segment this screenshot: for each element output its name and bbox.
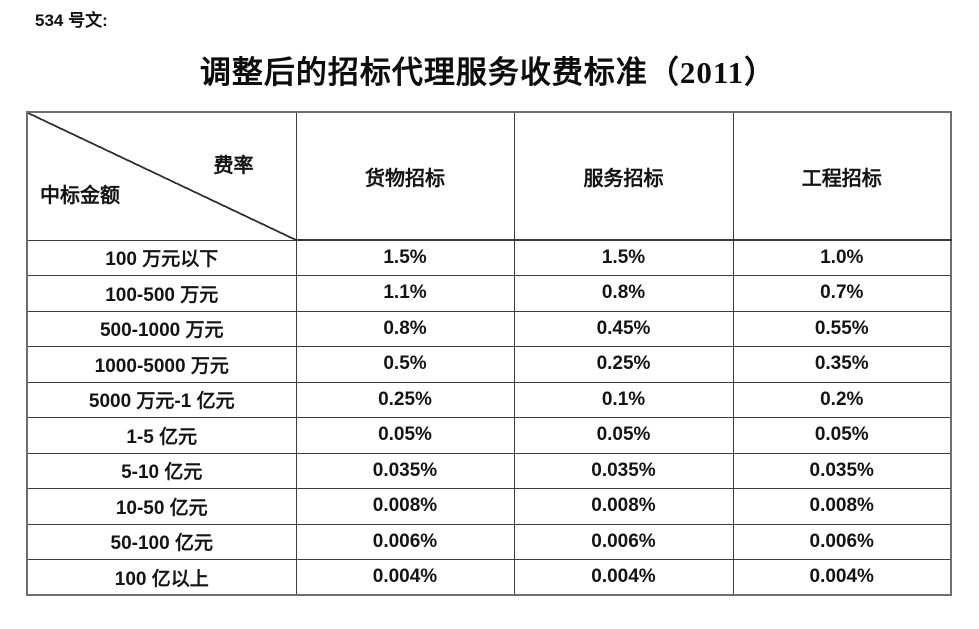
table-header-row: 费率 中标金额 货物招标 服务招标 工程招标 xyxy=(26,111,952,241)
column-header-goods: 货物招标 xyxy=(295,111,515,241)
cell-value: 0.006% xyxy=(295,523,515,560)
cell-value: 0.5% xyxy=(295,346,515,383)
cell-value: 0.8% xyxy=(295,310,515,347)
cell-value: 0.05% xyxy=(732,417,952,454)
row-label: 100 亿以上 xyxy=(26,559,297,596)
document-number-label: 534 号文: xyxy=(35,11,108,30)
cell-value: 1.5% xyxy=(295,239,515,276)
table-row: 100 亿以上 0.004% 0.004% 0.004% xyxy=(26,559,952,596)
table-row: 100 万元以下 1.5% 1.5% 1.0% xyxy=(26,239,952,276)
row-label: 1-5 亿元 xyxy=(26,417,297,454)
cell-value: 0.004% xyxy=(295,559,515,596)
diagonal-header-cell: 费率 中标金额 xyxy=(26,111,297,241)
cell-value: 0.004% xyxy=(732,559,952,596)
cell-value: 1.0% xyxy=(732,239,952,276)
cell-value: 0.7% xyxy=(732,275,952,312)
table-row: 5000 万元-1 亿元 0.25% 0.1% 0.2% xyxy=(26,381,952,418)
corner-label-amount: 中标金额 xyxy=(40,184,120,207)
cell-value: 0.008% xyxy=(732,488,952,525)
cell-value: 0.35% xyxy=(732,346,952,383)
table-row: 5-10 亿元 0.035% 0.035% 0.035% xyxy=(26,452,952,489)
row-label: 1000-5000 万元 xyxy=(26,346,297,383)
cell-value: 0.008% xyxy=(513,488,734,525)
cell-value: 0.008% xyxy=(295,488,515,525)
cell-value: 1.5% xyxy=(513,239,734,276)
table-row: 100-500 万元 1.1% 0.8% 0.7% xyxy=(26,275,952,312)
row-label: 500-1000 万元 xyxy=(26,310,297,347)
table-row: 10-50 亿元 0.008% 0.008% 0.008% xyxy=(26,488,952,525)
cell-value: 1.1% xyxy=(295,275,515,312)
cell-value: 0.035% xyxy=(295,452,515,489)
row-label: 50-100 亿元 xyxy=(26,523,297,560)
cell-value: 0.05% xyxy=(295,417,515,454)
cell-value: 0.2% xyxy=(732,381,952,418)
cell-value: 0.45% xyxy=(513,310,734,347)
cell-value: 0.004% xyxy=(513,559,734,596)
cell-value: 0.05% xyxy=(513,417,734,454)
table-row: 1000-5000 万元 0.5% 0.25% 0.35% xyxy=(26,346,952,383)
cell-value: 0.25% xyxy=(513,346,734,383)
cell-value: 0.25% xyxy=(295,381,515,418)
row-label: 5-10 亿元 xyxy=(26,452,297,489)
row-label: 10-50 亿元 xyxy=(26,488,297,525)
row-label: 100 万元以下 xyxy=(26,239,297,276)
cell-value: 0.006% xyxy=(732,523,952,560)
cell-value: 0.006% xyxy=(513,523,734,560)
table-row: 50-100 亿元 0.006% 0.006% 0.006% xyxy=(26,523,952,560)
page-title: 调整后的招标代理服务收费标准（2011） xyxy=(199,55,777,90)
corner-label-rate: 费率 xyxy=(213,155,254,177)
table-row: 500-1000 万元 0.8% 0.45% 0.55% xyxy=(26,310,952,347)
fee-rate-table: 费率 中标金额 货物招标 服务招标 工程招标 100 万元以下 1.5% 1.5… xyxy=(26,111,952,596)
cell-value: 0.8% xyxy=(513,275,734,312)
row-label: 100-500 万元 xyxy=(26,275,297,312)
cell-value: 0.035% xyxy=(732,452,952,489)
cell-value: 0.035% xyxy=(513,452,734,489)
column-header-engineering: 工程招标 xyxy=(732,111,952,241)
cell-value: 0.1% xyxy=(513,381,734,418)
cell-value: 0.55% xyxy=(732,310,952,347)
row-label: 5000 万元-1 亿元 xyxy=(26,381,297,418)
column-header-services: 服务招标 xyxy=(513,111,734,241)
table-row: 1-5 亿元 0.05% 0.05% 0.05% xyxy=(26,417,952,454)
